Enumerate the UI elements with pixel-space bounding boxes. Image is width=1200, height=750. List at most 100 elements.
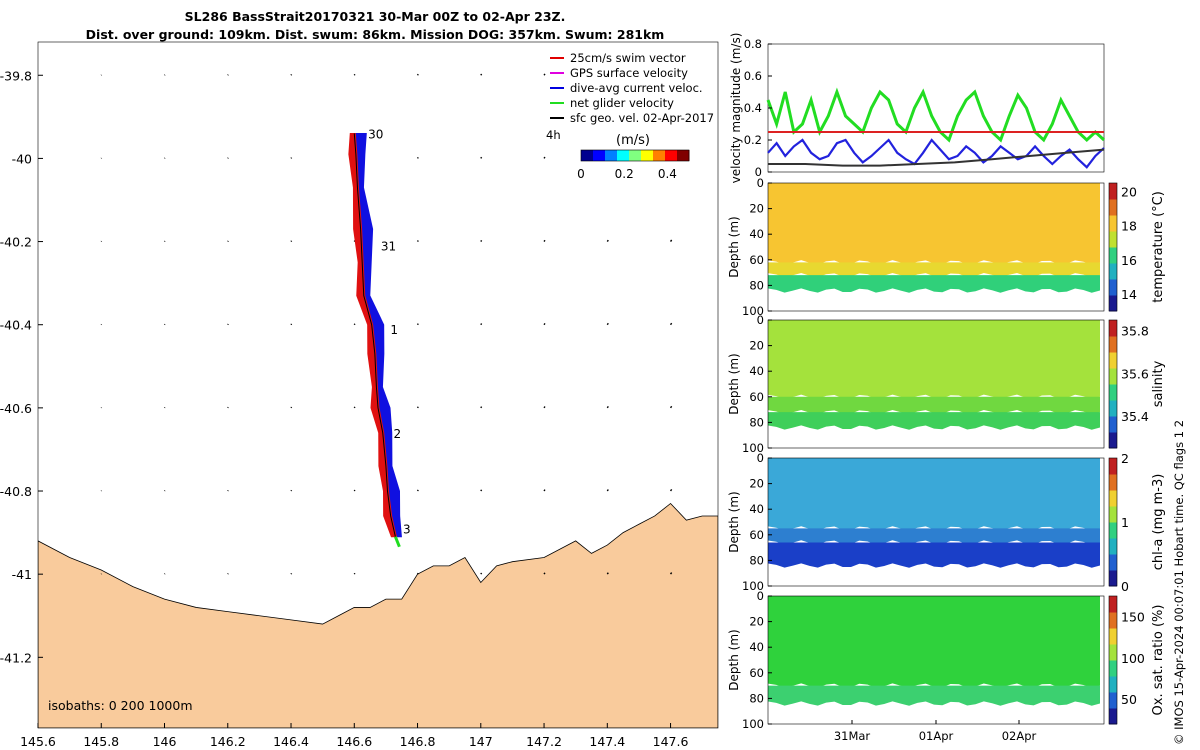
panel-colorbar-tick: 20 (1121, 185, 1137, 200)
colorbar-segment (1109, 279, 1117, 296)
velocity-y-label: velocity magnitude (m/s) (729, 33, 743, 184)
day-label: 2 (393, 427, 401, 441)
colorbar-segment (1109, 384, 1117, 401)
chla-panel: 0 20 40 60 80 100 Depth (m) 0 1 2 chl-a (mg m-3) (727, 451, 1166, 594)
current-arrow (480, 156, 483, 159)
current-arrow (606, 572, 609, 575)
chart-title-line2: Dist. over ground: 109km. Dist. swum: 86… (85, 27, 665, 42)
time-tick: 31Mar (834, 729, 871, 743)
colorbar-segment (629, 150, 642, 161)
current-arrow (480, 239, 483, 242)
y-tick-label: -40.2 (0, 235, 32, 250)
colorbar-segment (617, 150, 630, 161)
colorbar-segment (1109, 708, 1117, 725)
panel-frame (767, 182, 1105, 312)
panel-colorbar-frame (1108, 595, 1118, 725)
chart-title-line1: SL286 BassStrait20170321 30-Mar 00Z to 0… (184, 9, 566, 24)
x-tick-label: 145.8 (83, 734, 119, 749)
depth-tick: 80 (749, 278, 764, 292)
current-arrow (543, 489, 546, 492)
panel-colorbar-tick: 35.4 (1121, 409, 1149, 424)
profile-layer (768, 262, 1100, 278)
x-tick-label: 146.4 (273, 734, 309, 749)
panel-colorbar-frame (1108, 457, 1118, 587)
velocity-y-tick: 0.2 (744, 133, 762, 147)
current-arrow (416, 489, 419, 492)
map-frame (37, 41, 719, 729)
y-tick-label: -40.8 (0, 484, 32, 499)
depth-axis-label: Depth (m) (727, 216, 741, 277)
current-arrow (480, 323, 483, 326)
colorbar-tick: 0 (577, 167, 585, 181)
x-tick-label: 146.6 (336, 734, 372, 749)
current-arrow (416, 323, 419, 326)
velocity-y-tick: 0.8 (744, 37, 762, 51)
x-tick-label: 147.4 (589, 734, 625, 749)
time-tick: 02Apr (1002, 729, 1037, 743)
current-arrow (353, 406, 356, 409)
colorbar-tick: 0.2 (615, 167, 634, 181)
velocity-series-line (768, 148, 1105, 167)
colorbar-segment (1109, 628, 1117, 645)
map-plot-area: 30 31 1 2 3 (38, 73, 718, 728)
panel-colorbar-tick: 100 (1121, 651, 1145, 666)
track-map: 30 31 1 2 3 isobaths: 0 200 1000m 145.6 145.8 14… (0, 41, 719, 749)
y-tick-label: -40.6 (0, 401, 32, 416)
colorbar-segment (593, 150, 606, 161)
current-arrow (416, 73, 419, 76)
velocity-y-tick: 0.4 (744, 101, 762, 115)
colorbar-segment (1109, 676, 1117, 693)
panel-frame (767, 457, 1105, 587)
current-arrow (480, 572, 483, 575)
current-arrow (543, 73, 546, 76)
y-tick-label: -40.4 (0, 318, 32, 333)
depth-tick: 100 (742, 579, 764, 593)
velocity-frame (767, 43, 1105, 173)
x-tick-label: 145.6 (20, 734, 56, 749)
depth-tick: 40 (749, 364, 764, 378)
depth-tick: 20 (749, 339, 764, 353)
depth-tick: 20 (749, 202, 764, 216)
colorbar-segment (1109, 400, 1117, 417)
current-arrow (669, 73, 673, 76)
current-arrow (669, 239, 673, 242)
depth-tick: 0 (757, 176, 764, 190)
depth-tick: 80 (749, 691, 764, 705)
colorbar-segment (1109, 596, 1117, 613)
depth-tick: 40 (749, 640, 764, 654)
colorbar-tick: 0.4 (658, 167, 677, 181)
panel-colorbar-label: temperature (°C) (1151, 191, 1166, 303)
current-arrow (543, 322, 546, 326)
y-tick-label: -41 (12, 567, 32, 582)
colorbar-segment (1109, 368, 1117, 385)
colorbar-segment (1109, 416, 1117, 433)
colorbar-segment (1109, 554, 1117, 571)
panel-colorbar-frame (1108, 182, 1118, 312)
depth-axis-label: Depth (m) (727, 353, 741, 414)
net-velocity-vector (394, 536, 401, 548)
depth-tick: 0 (757, 451, 764, 465)
current-arrow (480, 73, 483, 76)
current-arrow (480, 489, 483, 492)
current-arrow (543, 239, 546, 242)
colorbar-segment (1109, 263, 1117, 280)
x-tick-label: 147.2 (526, 734, 562, 749)
panel-colorbar-tick: 14 (1121, 287, 1137, 302)
depth-tick: 20 (749, 615, 764, 629)
current-arrow (353, 323, 356, 326)
current-arrow (290, 157, 293, 159)
colorbar-segment (665, 150, 678, 161)
profile-layer (768, 412, 1100, 430)
temperature-panel: 0 20 40 60 80 100 Depth (m) 14 16 18 20 temperature… (727, 176, 1166, 318)
depth-tick: 100 (742, 304, 764, 318)
colorbar-segment (1109, 490, 1117, 507)
panel-colorbar-tick: 50 (1121, 692, 1137, 707)
day-label: 1 (390, 323, 398, 337)
current-arrow (480, 406, 483, 409)
colorbar-segment (653, 150, 666, 161)
velocity-series-line (767, 138, 1105, 169)
panel-colorbar-tick: 1 (1121, 515, 1129, 530)
glider-track (353, 133, 396, 537)
